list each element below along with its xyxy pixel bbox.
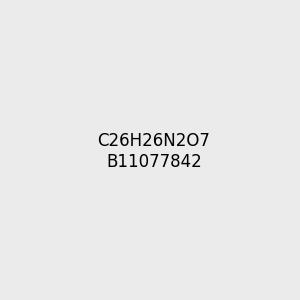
Text: C26H26N2O7
B11077842: C26H26N2O7 B11077842 xyxy=(97,132,210,171)
